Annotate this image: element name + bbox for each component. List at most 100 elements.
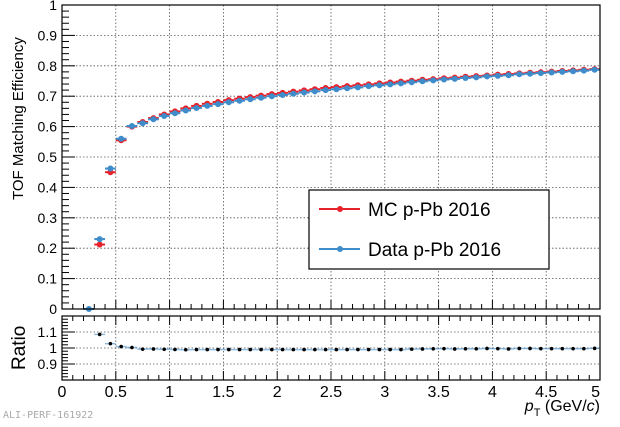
data-point <box>473 74 480 81</box>
y-tick-label: 0.8 <box>38 58 58 74</box>
legend-mc-marker <box>337 206 343 212</box>
x-axis-label-close: ) <box>595 398 600 415</box>
ratio-point <box>248 347 253 352</box>
ratio-point <box>119 344 123 349</box>
data-point <box>139 120 146 127</box>
data-point <box>258 94 265 101</box>
ratio-point <box>571 346 575 351</box>
ratio-point <box>377 347 382 352</box>
data-point <box>354 84 361 91</box>
y-tick-label: 0.9 <box>38 356 58 372</box>
ratio-point <box>399 347 403 352</box>
data-point <box>96 236 103 243</box>
ratio-point <box>495 346 500 351</box>
data-point <box>150 116 157 123</box>
data-point <box>440 76 447 83</box>
data-point <box>516 71 523 78</box>
data-point <box>408 79 415 86</box>
ratio-point <box>549 346 554 351</box>
ratio-point <box>442 346 446 351</box>
x-tick-label: 4.5 <box>535 384 557 401</box>
ratio-point <box>356 347 360 352</box>
y-tick-label: 0.9 <box>38 27 58 43</box>
x-axis-label-unit: (GeV/ <box>540 398 587 415</box>
data-point <box>484 73 491 80</box>
data-point <box>204 102 211 109</box>
legend-box <box>308 189 550 270</box>
y-tick-label: 0.2 <box>38 240 58 256</box>
watermark: ALI-PERF-161922 <box>3 410 93 421</box>
ratio-point <box>388 347 392 352</box>
ratio-point <box>194 347 199 352</box>
x-tick-label: 2.5 <box>320 384 342 401</box>
data-point <box>96 241 103 248</box>
ratio-point <box>592 346 597 351</box>
ratio-panel-ticks: 0.911.10 0.5 1 1.5 2 2.5 3 3.5 4 4.5 5 <box>38 315 601 401</box>
y-axis-label-efficiency: TOF Matching Efficiency <box>10 37 27 200</box>
ratio-point <box>539 346 543 351</box>
x-tick-label: 1.5 <box>212 384 234 401</box>
ratio-point <box>463 347 468 351</box>
data-point <box>225 99 232 106</box>
ratio-point <box>216 347 220 352</box>
data-point <box>161 112 168 119</box>
ratio-point <box>205 347 210 352</box>
x-axis-label-p: p <box>524 398 534 415</box>
x-tick-label: 4 <box>488 384 497 401</box>
ratio-point <box>280 347 285 352</box>
ratio-panel-points <box>94 332 600 352</box>
ratio-point <box>140 347 145 351</box>
ratio-point <box>528 346 532 351</box>
data-point <box>387 81 394 88</box>
data-point <box>279 91 286 98</box>
data-point <box>451 75 458 82</box>
data-point <box>397 80 404 87</box>
ratio-point <box>302 347 306 352</box>
y-tick-label: 0.4 <box>38 179 58 195</box>
ratio-point <box>97 332 102 337</box>
data-point <box>215 101 222 108</box>
y-tick-label: 0.7 <box>38 88 58 104</box>
legend-data-label: Data p-Pb 2016 <box>368 240 501 261</box>
data-point <box>537 70 544 77</box>
data-point <box>333 86 340 93</box>
data-point <box>322 87 329 94</box>
ratio-point <box>226 347 231 352</box>
x-tick-label: 3 <box>380 384 389 401</box>
data-point <box>247 96 254 103</box>
ratio-point <box>485 346 489 351</box>
x-tick-label: 0 <box>58 384 67 401</box>
legend-mc-label: MC p-Pb 2016 <box>368 200 491 221</box>
x-tick-label: 2 <box>273 384 282 401</box>
data-point <box>311 88 318 95</box>
ratio-point <box>582 346 586 351</box>
ratio-point <box>420 347 425 351</box>
data-point <box>107 165 114 172</box>
data-point <box>365 83 372 90</box>
ratio-point <box>270 347 274 352</box>
data-point <box>193 105 200 112</box>
ratio-point <box>474 347 479 351</box>
ratio-point <box>452 347 457 351</box>
y-tick-label: 0 <box>49 301 57 317</box>
ratio-point <box>259 347 263 352</box>
data-point <box>591 66 598 73</box>
data-point <box>301 89 308 96</box>
data-point <box>548 69 555 76</box>
ratio-point <box>366 347 371 352</box>
ratio-point <box>173 347 177 352</box>
x-tick-label: 1 <box>165 384 174 401</box>
ratio-point <box>237 347 242 352</box>
data-point <box>570 68 577 75</box>
ratio-point <box>506 347 511 351</box>
y-tick-label: 1 <box>49 0 57 13</box>
ratio-point <box>323 347 328 352</box>
ratio-point <box>409 347 414 351</box>
ratio-point <box>517 346 522 351</box>
legend: MC p-Pb 2016 Data p-Pb 2016 <box>308 189 550 270</box>
data-point <box>419 78 426 85</box>
ratio-point <box>560 346 565 351</box>
data-point <box>430 77 437 84</box>
data-point <box>182 107 189 114</box>
